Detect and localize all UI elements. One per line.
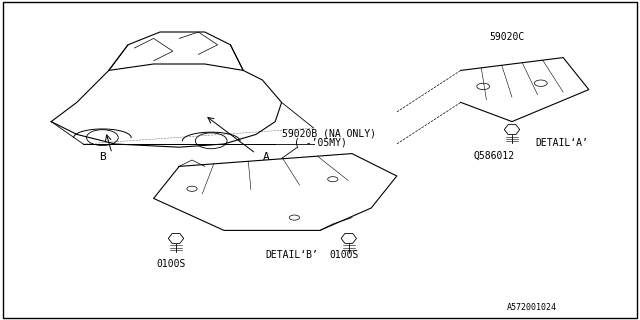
Text: 59020B (NA ONLY): 59020B (NA ONLY) bbox=[282, 128, 376, 138]
Polygon shape bbox=[461, 58, 589, 122]
Text: DETAIL‘A’: DETAIL‘A’ bbox=[535, 138, 588, 148]
Text: ( -’05MY): ( -’05MY) bbox=[294, 138, 348, 148]
Text: 59020C: 59020C bbox=[490, 32, 525, 42]
Text: A572001024: A572001024 bbox=[507, 303, 557, 312]
Text: 0100S: 0100S bbox=[330, 250, 359, 260]
Text: 0100S: 0100S bbox=[157, 259, 186, 269]
Text: DETAIL‘B’: DETAIL‘B’ bbox=[266, 250, 319, 260]
Polygon shape bbox=[154, 154, 397, 230]
Text: Q586012: Q586012 bbox=[474, 150, 515, 160]
Text: A: A bbox=[262, 152, 269, 162]
Text: B: B bbox=[99, 152, 106, 162]
